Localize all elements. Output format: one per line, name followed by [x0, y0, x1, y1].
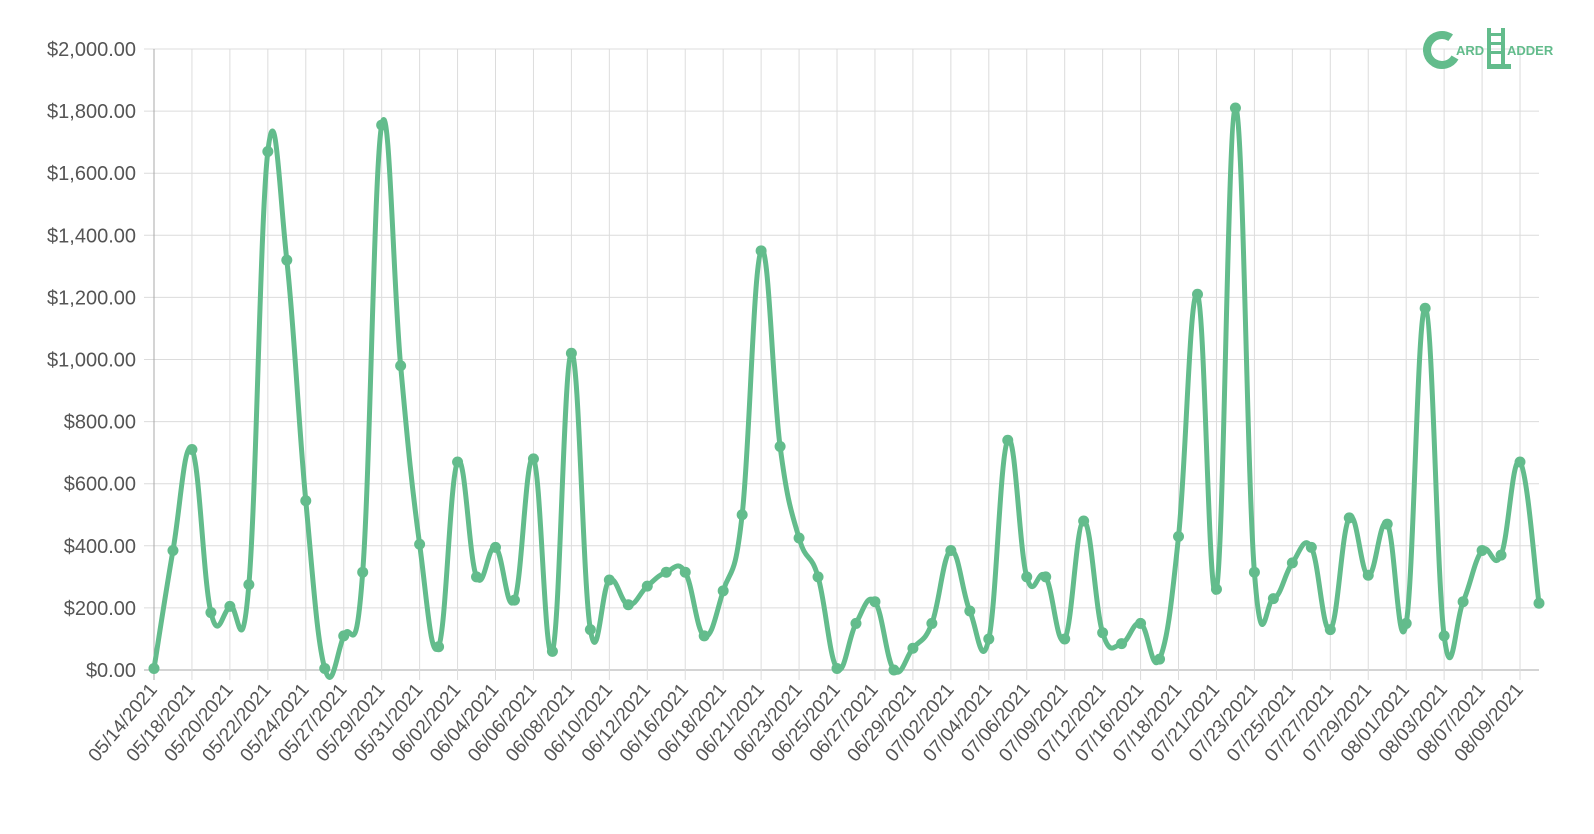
y-tick-label: $400.00 [64, 536, 136, 558]
data-point[interactable] [452, 456, 464, 468]
y-tick-label: $1,400.00 [47, 225, 136, 247]
data-point[interactable] [755, 245, 767, 257]
data-point[interactable] [1381, 518, 1393, 530]
data-point[interactable] [1229, 102, 1241, 114]
data-point[interactable] [983, 633, 995, 645]
price-series [148, 102, 1545, 680]
data-point[interactable] [736, 509, 748, 521]
data-point[interactable] [1438, 630, 1450, 642]
data-point[interactable] [338, 630, 350, 642]
data-point[interactable] [300, 495, 312, 507]
data-point[interactable] [565, 347, 577, 359]
card-ladder-logo: C ARD L ADDER [1423, 28, 1554, 69]
data-point[interactable] [205, 607, 217, 619]
data-point[interactable] [641, 580, 653, 592]
data-point[interactable] [186, 444, 198, 456]
data-point[interactable] [1248, 566, 1260, 578]
data-point[interactable] [1002, 434, 1014, 446]
y-tick-label: $1,000.00 [47, 350, 136, 372]
data-point[interactable] [717, 585, 729, 597]
data-point[interactable] [1078, 515, 1090, 527]
data-point[interactable] [262, 145, 274, 157]
y-tick-label: $1,600.00 [47, 163, 136, 185]
y-axis-ticks: $2,000.00 $1,800.00 $1,600.00 $1,400.00 $1,2… [47, 39, 136, 682]
data-point[interactable] [1116, 638, 1128, 650]
data-point[interactable] [831, 662, 843, 674]
series-line [151, 105, 1542, 680]
data-point[interactable] [1191, 288, 1203, 300]
data-point[interactable] [508, 594, 520, 606]
y-tick-label: $800.00 [64, 412, 136, 434]
data-point[interactable] [774, 440, 786, 452]
y-tick-label: $600.00 [64, 474, 136, 496]
data-point[interactable] [527, 453, 539, 465]
data-point[interactable] [1210, 583, 1222, 595]
data-point[interactable] [945, 544, 957, 556]
logo-c-ring [1423, 31, 1461, 69]
data-point[interactable] [1324, 624, 1336, 636]
logo-text-ard: ARD [1456, 43, 1484, 58]
data-point[interactable] [869, 596, 881, 608]
data-point[interactable] [660, 566, 672, 578]
data-point[interactable] [1533, 597, 1545, 609]
data-point[interactable] [1343, 512, 1355, 524]
data-point[interactable] [1097, 627, 1109, 639]
y-tick-label: $2,000.00 [47, 39, 136, 61]
logo-text-adder: ADDER [1507, 43, 1554, 58]
data-point[interactable] [433, 641, 445, 653]
y-tick-label: $0.00 [86, 660, 136, 682]
data-point[interactable] [1514, 456, 1526, 468]
data-point[interactable] [1059, 633, 1071, 645]
data-point[interactable] [888, 664, 900, 676]
data-point[interactable] [1040, 571, 1052, 583]
data-point[interactable] [471, 571, 483, 583]
data-point[interactable] [414, 538, 426, 550]
data-point[interactable] [1476, 544, 1488, 556]
data-point[interactable] [1495, 549, 1507, 561]
data-point[interactable] [376, 119, 388, 131]
data-point[interactable] [603, 574, 615, 586]
data-point[interactable] [584, 624, 596, 636]
data-point[interactable] [1267, 593, 1279, 605]
ladder-icon [1487, 28, 1511, 69]
y-tick-label: $1,800.00 [47, 101, 136, 123]
data-point[interactable] [1154, 653, 1166, 665]
data-point[interactable] [850, 617, 862, 629]
data-point[interactable] [1362, 569, 1374, 581]
data-point[interactable] [319, 662, 331, 674]
data-point[interactable] [907, 642, 919, 654]
data-point[interactable] [679, 566, 691, 578]
data-point[interactable] [622, 599, 634, 611]
data-point[interactable] [243, 579, 255, 591]
data-point[interactable] [1419, 302, 1431, 314]
data-point[interactable] [926, 617, 938, 629]
data-point[interactable] [167, 544, 179, 556]
data-point[interactable] [357, 566, 369, 578]
data-point[interactable] [395, 360, 407, 372]
y-tick-label: $1,200.00 [47, 287, 136, 309]
grid-lines [144, 48, 1539, 680]
data-point[interactable] [148, 662, 160, 674]
x-axis-ticks: 05/14/202105/18/202105/20/202105/22/2021… [85, 680, 1528, 766]
data-point[interactable] [1457, 596, 1469, 608]
data-point[interactable] [1135, 617, 1147, 629]
data-point[interactable] [1173, 530, 1185, 542]
data-point[interactable] [698, 630, 710, 642]
y-tick-label: $200.00 [64, 598, 136, 620]
data-point[interactable] [1286, 557, 1298, 569]
data-point[interactable] [793, 532, 805, 544]
data-point[interactable] [1305, 541, 1317, 553]
data-point[interactable] [1021, 571, 1033, 583]
data-point[interactable] [964, 605, 976, 617]
data-point[interactable] [546, 645, 558, 657]
data-point[interactable] [1400, 617, 1412, 629]
data-point[interactable] [812, 571, 824, 583]
data-point[interactable] [281, 254, 293, 266]
data-point[interactable] [490, 541, 502, 553]
data-point[interactable] [224, 600, 236, 612]
